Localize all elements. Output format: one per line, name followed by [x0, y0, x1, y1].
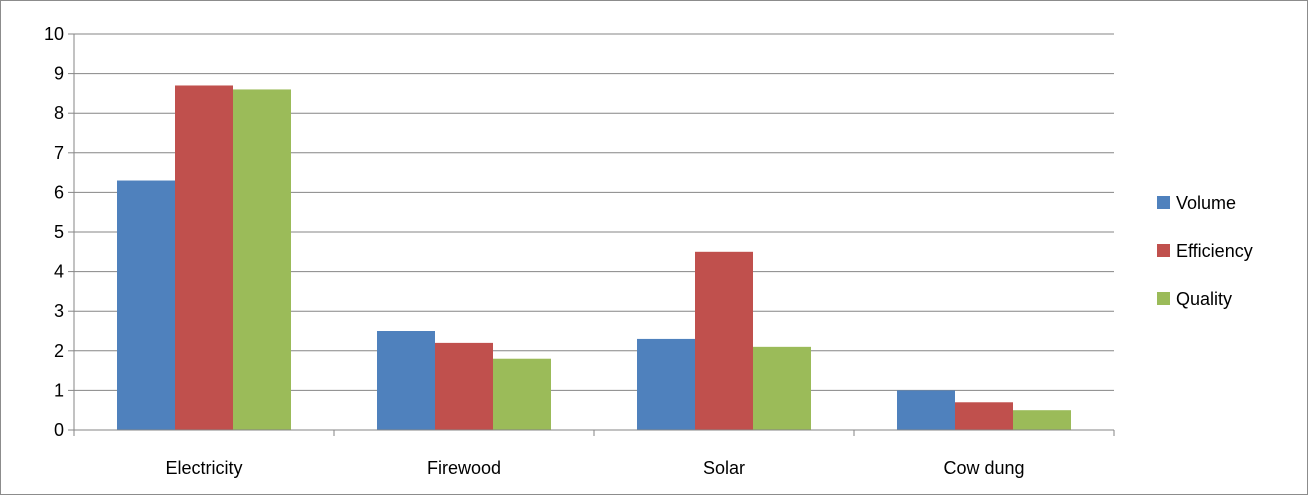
- y-tick-label: 10: [44, 24, 64, 44]
- bar-volume: [117, 180, 175, 430]
- bar-quality: [753, 346, 811, 430]
- y-tick-label: 4: [54, 262, 64, 282]
- y-tick-label: 6: [54, 182, 64, 202]
- legend-label: Quality: [1176, 289, 1232, 309]
- bar-quality: [493, 358, 551, 430]
- bar-quality: [1013, 410, 1071, 430]
- legend-swatch: [1157, 196, 1170, 209]
- y-tick-label: 8: [54, 103, 64, 123]
- bar-efficiency: [435, 342, 493, 430]
- y-tick-label: 9: [54, 64, 64, 84]
- y-tick-labels: 0 1 2 3 4 5 6 7 8 9 10: [44, 24, 74, 440]
- bars: [117, 85, 1071, 430]
- y-tick-label: 2: [54, 341, 64, 361]
- legend: Volume Efficiency Quality: [1157, 193, 1253, 309]
- bar-volume: [897, 390, 955, 430]
- bar-quality: [233, 89, 291, 430]
- y-tick-label: 0: [54, 420, 64, 440]
- legend-label: Efficiency: [1176, 241, 1253, 261]
- bar-efficiency: [695, 251, 753, 430]
- y-tick-label: 7: [54, 143, 64, 163]
- x-tick-labels: Electricity Firewood Solar Cow dung: [73, 430, 1115, 478]
- x-tick-label: Firewood: [427, 458, 501, 478]
- bar-efficiency: [175, 85, 233, 430]
- legend-swatch: [1157, 292, 1170, 305]
- bar-volume: [637, 338, 695, 430]
- x-tick-label: Cow dung: [943, 458, 1024, 478]
- legend-swatch: [1157, 244, 1170, 257]
- x-tick-label: Electricity: [165, 458, 242, 478]
- legend-label: Volume: [1176, 193, 1236, 213]
- bar-volume: [377, 331, 435, 430]
- y-tick-label: 5: [54, 222, 64, 242]
- bar-efficiency: [955, 402, 1013, 430]
- x-tick-label: Solar: [703, 458, 745, 478]
- y-tick-label: 3: [54, 301, 64, 321]
- y-tick-label: 1: [54, 380, 64, 400]
